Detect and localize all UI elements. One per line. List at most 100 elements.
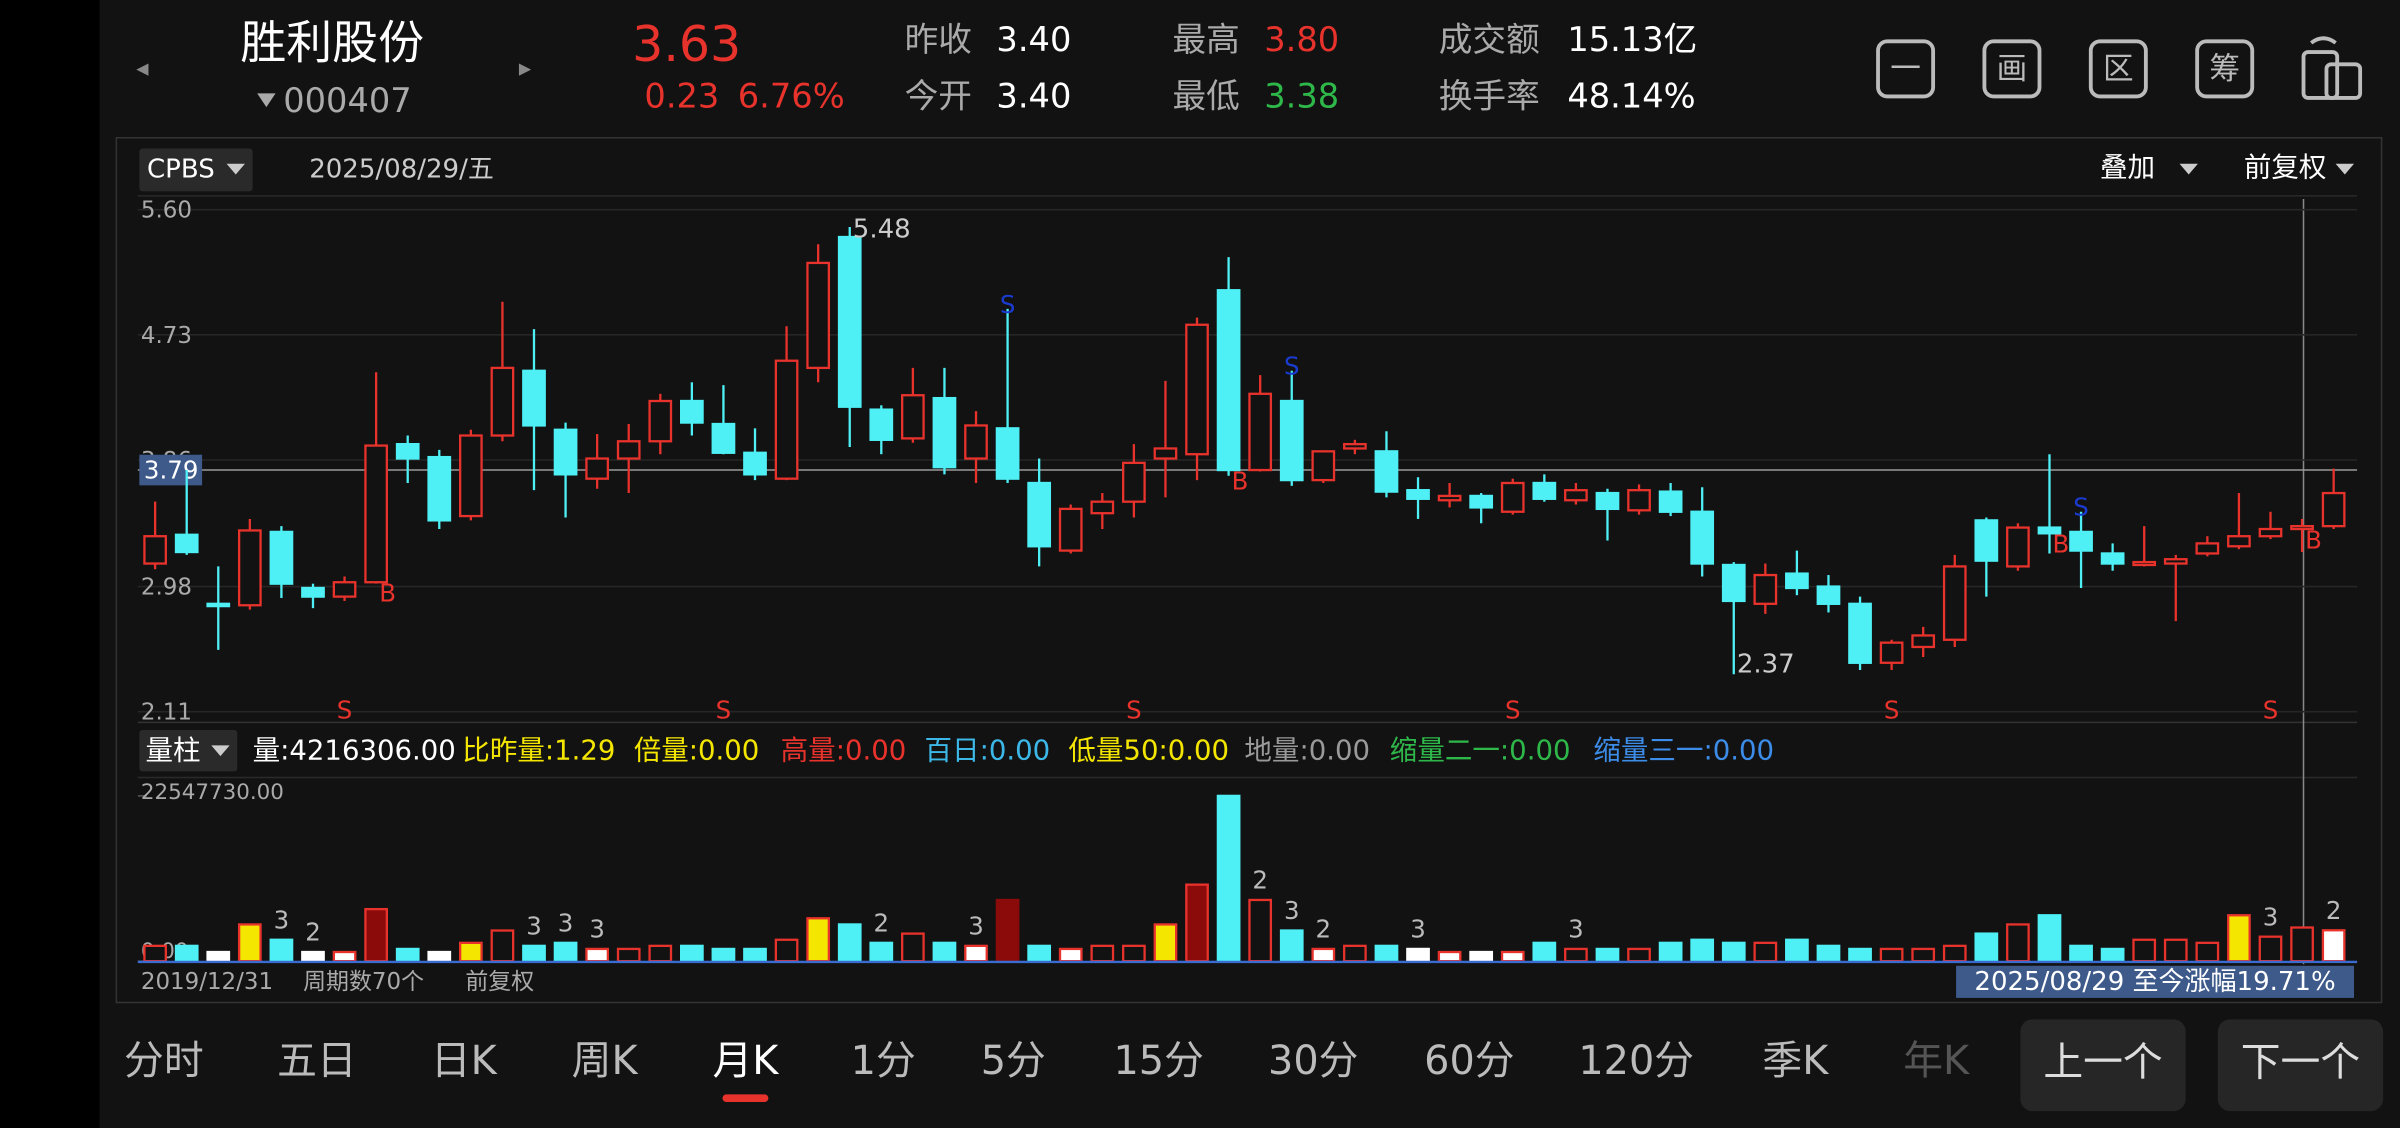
volume-bar <box>1469 950 1494 963</box>
candle-body <box>1879 641 1904 664</box>
buy-signal: B <box>2053 530 2070 559</box>
prev-stock[interactable]: ◂ <box>136 53 149 82</box>
volume-bar <box>1974 932 1999 963</box>
tool-button[interactable] <box>2195 39 2255 99</box>
volume-bar <box>1816 944 1841 963</box>
plot: 5.604.733.862.982.1122547730.000.003.793… <box>137 198 2358 964</box>
volume-bar <box>1374 944 1399 963</box>
max-label: 5.48 <box>853 215 911 245</box>
candle-body <box>995 427 1020 480</box>
next-stock[interactable]: ▸ <box>519 53 532 82</box>
min-label: 2.37 <box>1737 650 1795 680</box>
volume-indicator-button[interactable] <box>139 730 238 772</box>
volume-label: 2 <box>1316 915 1332 944</box>
volume-label: 3 <box>1410 915 1426 944</box>
stat-label: 今开 <box>905 76 972 115</box>
volume-bar <box>2290 926 2314 963</box>
candle-body <box>522 369 546 427</box>
phone-icon[interactable] <box>2301 36 2363 100</box>
period-count: 周期数70个 <box>303 969 424 995</box>
candle-body <box>395 442 420 460</box>
sell-signal: S <box>1284 352 1300 381</box>
cycle-mark: S <box>1126 696 1142 725</box>
volume-bar <box>2132 938 2157 963</box>
volume-bar <box>1848 947 1872 963</box>
volume-bar <box>143 944 167 963</box>
candle-body <box>1122 461 1146 503</box>
candle-body <box>2195 542 2220 555</box>
tab[interactable]: 30分 <box>1268 1038 1358 1084</box>
tab[interactable]: 日K <box>431 1038 498 1084</box>
dropdown-arrow[interactable] <box>257 93 276 108</box>
stock-code: 000407 <box>283 81 411 120</box>
volume-label: 3 <box>526 911 542 940</box>
adjust-mode: 前复权 <box>465 969 534 995</box>
volume-bar <box>174 944 199 963</box>
stat-value: 3.80 <box>1264 20 1339 59</box>
volume-bar <box>1185 883 1209 963</box>
tab[interactable]: 年K <box>1903 1038 1970 1084</box>
indicator-value: 量:4216306.00 <box>253 734 456 766</box>
next-button[interactable] <box>2217 1019 2384 1112</box>
cursor-date: 2025/08/29/五 <box>309 154 494 184</box>
overlay-button[interactable]: 叠加 <box>2100 151 2155 183</box>
volume-bar <box>743 947 767 963</box>
candle-body <box>301 586 325 598</box>
tool-button[interactable] <box>1876 39 1936 99</box>
volume-label: 2 <box>2326 896 2342 925</box>
volume-bar <box>648 944 673 963</box>
candle-body <box>743 451 767 476</box>
candle-body <box>1437 494 1462 502</box>
candle-body <box>2321 491 2346 528</box>
buy-signal: B <box>1232 466 1249 495</box>
volume-bar <box>1311 947 1336 963</box>
tab[interactable]: 分时 <box>124 1038 204 1084</box>
volume-bar <box>616 947 641 963</box>
cycle-mark: S <box>337 696 353 725</box>
volume-bar <box>2006 923 2030 963</box>
stat-label: 最高 <box>1172 20 1239 59</box>
volume-bar <box>2195 941 2220 963</box>
tool-label: 一 <box>1890 52 1921 87</box>
volume-bar <box>553 941 578 963</box>
tab[interactable]: 五日 <box>277 1038 357 1084</box>
volume-bar <box>2321 929 2346 963</box>
candle-body <box>1311 450 1336 482</box>
stat-label: 最低 <box>1172 76 1239 115</box>
tab[interactable]: 120分 <box>1578 1038 1694 1084</box>
tab[interactable]: 1分 <box>851 1038 916 1084</box>
tab[interactable]: 季K <box>1762 1038 1829 1084</box>
candle-body <box>2227 535 2251 548</box>
volume-bar <box>1753 941 1778 963</box>
buy-signal: B <box>379 578 396 607</box>
volume-bar <box>458 941 483 963</box>
tab[interactable]: 60分 <box>1424 1038 1514 1084</box>
stock-name: 胜利股份 <box>240 15 424 69</box>
tool-button[interactable] <box>1982 39 2042 99</box>
tab[interactable]: 月K <box>712 1038 779 1084</box>
current-price-label: 3.79 <box>144 456 198 485</box>
volume-bar <box>1911 947 1936 963</box>
candle-body <box>1343 442 1367 450</box>
candle-body <box>585 457 610 480</box>
tab[interactable]: 周K <box>572 1038 639 1084</box>
tab-underline <box>722 1094 769 1102</box>
tab[interactable]: 5分 <box>981 1038 1046 1084</box>
volume-bar <box>901 932 925 963</box>
range-info: 2025/08/29 至今涨幅19.71% <box>1974 967 2335 997</box>
candle-body <box>964 424 988 460</box>
volume-label: 2 <box>305 918 321 947</box>
adjust-button[interactable]: 前复权 <box>2244 151 2327 183</box>
y-tick-label: 2.98 <box>141 575 192 601</box>
cycle-mark: S <box>1505 696 1521 725</box>
volume-bar <box>237 923 262 963</box>
indicator-value: 低量50:0.00 <box>1068 734 1229 766</box>
prev-button[interactable] <box>2020 1019 2186 1112</box>
candle-body <box>1279 399 1304 482</box>
indicator-button[interactable] <box>139 148 253 192</box>
tool-label: 筹 <box>2209 52 2240 87</box>
tab[interactable]: 15分 <box>1113 1038 1203 1084</box>
volume-label: 3 <box>2263 902 2279 931</box>
tool-button[interactable] <box>2088 39 2148 99</box>
volume-bar <box>774 938 799 963</box>
